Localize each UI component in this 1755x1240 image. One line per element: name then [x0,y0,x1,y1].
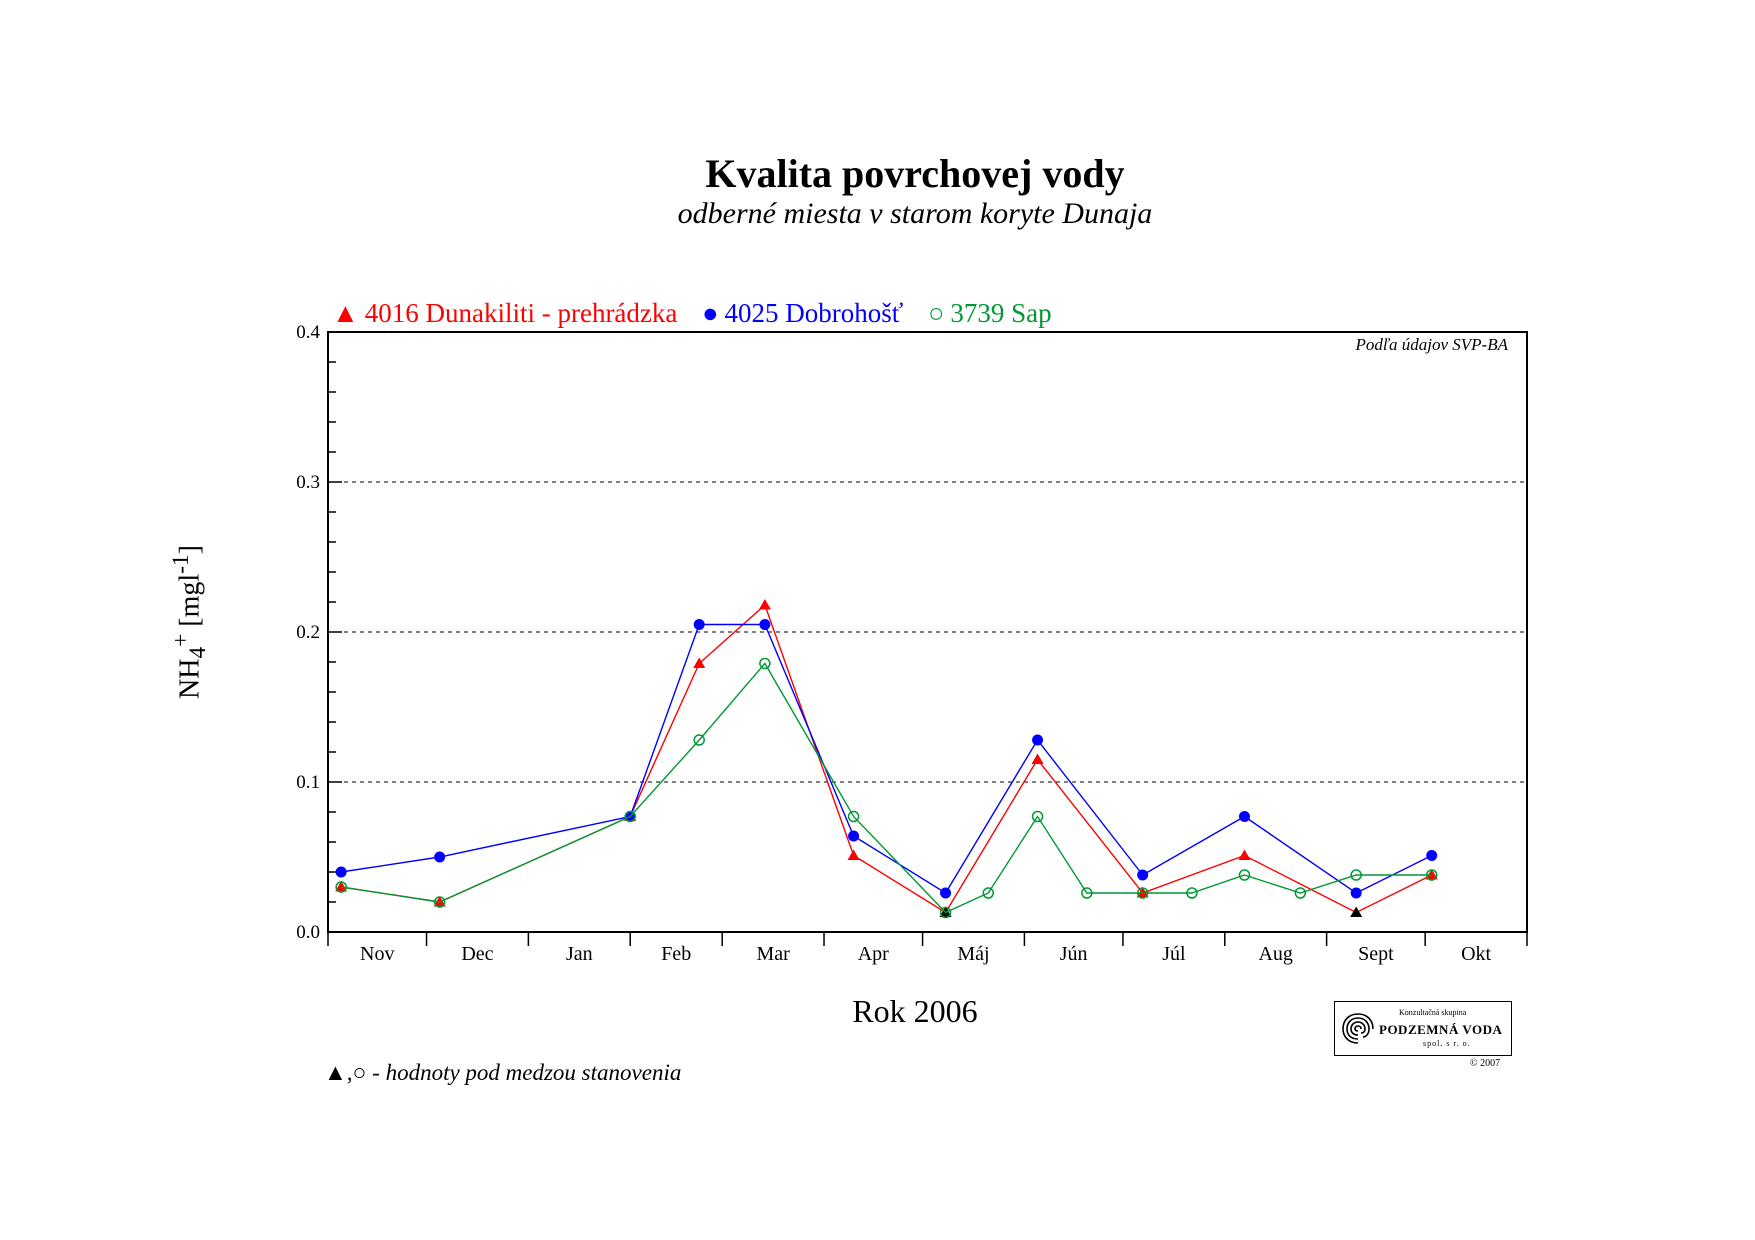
logo-main-text: PODZEMNÁ VODA [1379,1022,1503,1037]
series-line [340,603,1433,914]
grid-lines [328,481,1527,783]
axes: 0.0 0.1 0.2 0.3 0.4 Nov Dec Jan Feb Mar Apr Máj Jún J… [296,322,1528,965]
data-point-open-circle [335,881,347,893]
data-point-circle [1426,850,1438,861]
x-tick-label: Jún [1060,943,1088,965]
data-point-open-circle [847,810,860,823]
x-tick-label: Aug [1258,943,1292,965]
x-tick-label: Nov [360,943,394,965]
data-point-triangle [1136,887,1149,898]
data-point-open-circle [1350,869,1362,881]
legend: ▲ 4016 Dunakiliti - prehrádzka ● 4025 Dobr… [332,298,1070,329]
data-point-triangle [758,599,771,610]
data-point-circle [759,619,771,630]
open-circle-marker-icon: ○ [928,298,945,328]
data-point-circle [434,851,446,863]
copyright: © 2007 [1470,1058,1501,1069]
data-point-circle [1238,811,1250,822]
data-point-circle [940,887,952,899]
company-logo: Konzultačná skupina PODZEMNÁ VODA spol. … [1334,1001,1512,1056]
logo-bottom-text: spol. s r. o. [1423,1039,1471,1048]
data-point-circle [848,830,860,842]
data-point-circle [693,619,705,630]
series-line [340,662,1432,914]
data-point-triangle [847,849,860,860]
chart-title: Kvalita povrchovej vody [705,151,1125,196]
x-tick-label: Mar [756,943,790,965]
data-point-open-circle [1294,887,1307,899]
data-point-triangle [1238,849,1251,860]
y-tick-label: 0.0 [296,922,320,943]
legend-label: 3739 Sap [950,298,1052,328]
series [335,599,1438,919]
data-point-triangle [1425,869,1438,880]
legend-item-dobrohost: ● 4025 Dobrohošť [702,298,903,329]
data-point-circle [1137,869,1149,881]
y-tick-label: 0.2 [296,622,320,643]
data-point-open-circle [1186,887,1198,899]
fingerprint-logo-icon [1342,1013,1374,1044]
legend-item-dunakiliti: ▲ 4016 Dunakiliti - prehrádzka [332,298,677,329]
data-point-open-circle [982,887,995,899]
data-point-open-circle [433,896,446,908]
below-detection-note: ▲,○ - hodnoty pod medzou stanovenia [324,1060,681,1086]
chart-subtitle: odberné miesta v starom koryte Dunaja [677,197,1153,230]
data-point-open-circle [1136,887,1149,899]
legend-label: 4016 Dunakiliti - prehrádzka [364,298,678,328]
data-point-open-circle [939,906,952,919]
y-tick-label: 0.4 [296,322,320,343]
y-tick-label: 0.3 [296,472,320,493]
data-point-open-circle [1425,869,1438,881]
data-point-open-circle [1238,869,1251,881]
data-point-circle [1350,887,1362,899]
data-point-open-circle [1081,887,1093,899]
x-tick-label: Dec [461,943,493,965]
x-tick-label: Júl [1162,943,1186,965]
below-detection-symbols: ▲,○ [324,1060,367,1085]
data-point-open-circle [759,657,771,670]
circle-marker-icon: ● [702,298,719,328]
data-point-triangle [1031,753,1044,764]
data-point-circle [1032,734,1044,746]
x-tick-label: Jan [566,943,593,965]
source-note: Podľa údajov SVP-BA [1354,335,1508,354]
data-point-triangle [1350,906,1363,917]
x-tick-label: Okt [1461,943,1491,965]
x-tick-label: Sept [1358,943,1394,965]
x-axis-label: Rok 2006 [852,993,978,1029]
x-tick-label: Apr [858,943,889,965]
data-point-triangle [335,881,348,892]
legend-label: 4025 Dobrohošť [724,298,904,328]
data-point-triangle [693,657,706,668]
data-point-open-circle [624,810,636,823]
legend-item-sap: ○ 3739 Sap [928,298,1052,329]
x-tick-label: Feb [661,943,691,965]
triangle-marker-icon: ▲ [332,298,359,328]
y-tick-label: 0.1 [296,772,320,793]
data-point-open-circle [693,734,705,746]
logo-top-text: Konzultačná skupina [1399,1008,1467,1017]
data-point-circle [335,866,347,878]
series-line [340,623,1433,894]
x-tick-label: Máj [957,943,989,965]
below-detection-text: - hodnoty pod medzou stanovenia [366,1060,682,1085]
data-point-open-circle [1031,810,1044,823]
